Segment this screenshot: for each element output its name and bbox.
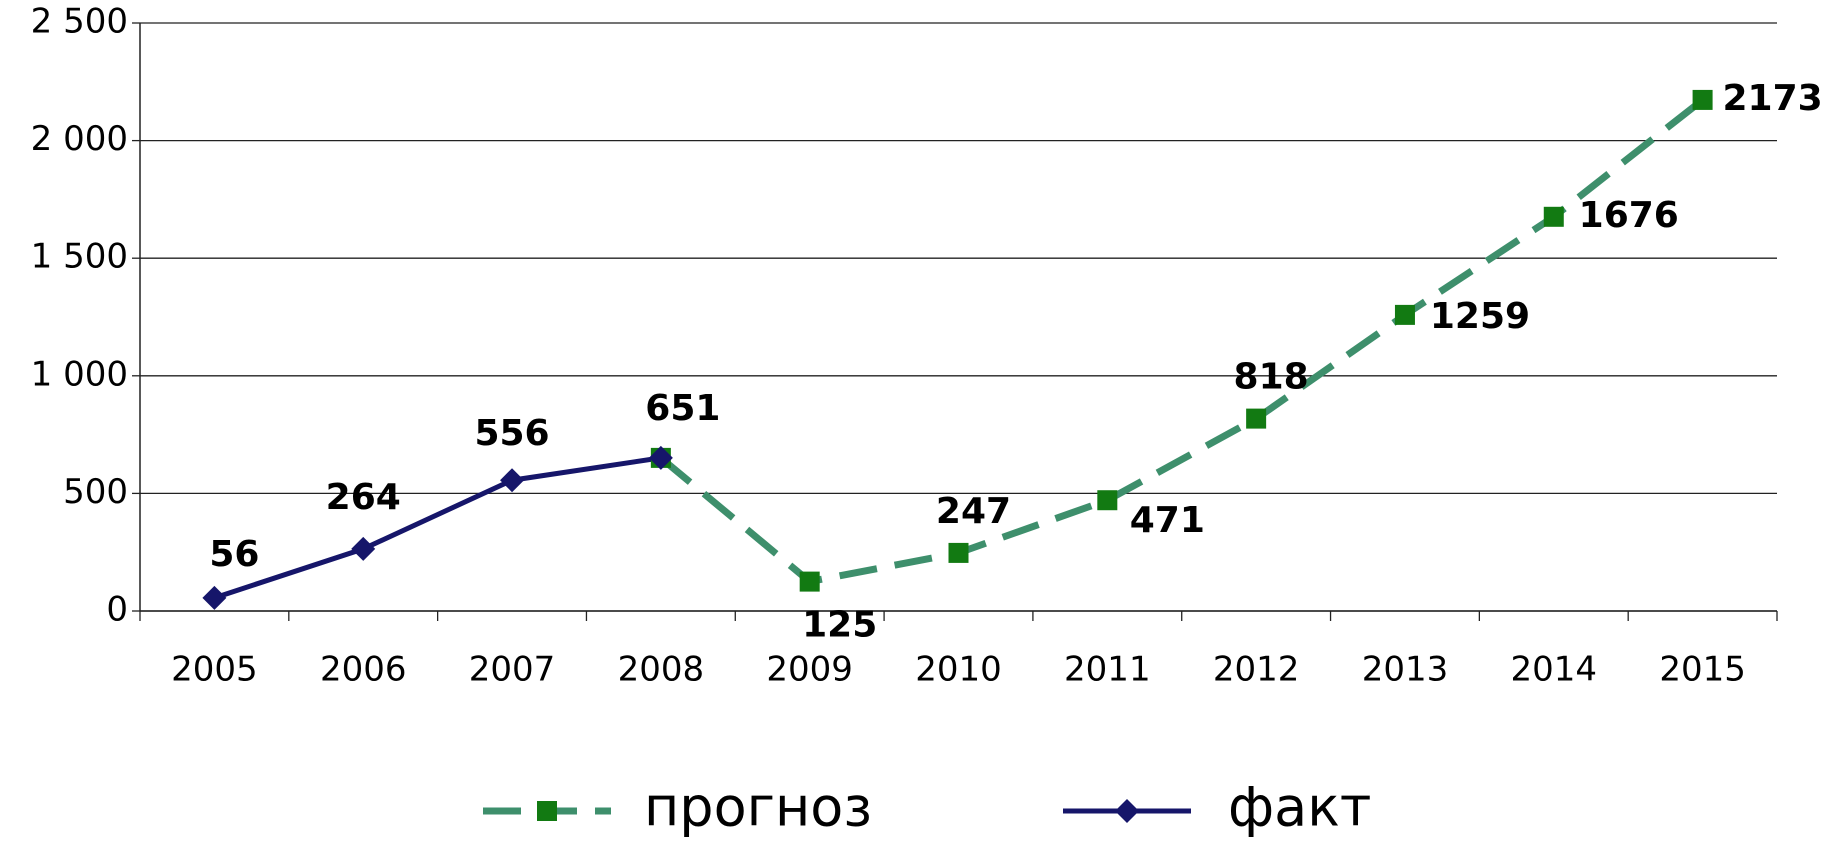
x-tick-label: 2010 (915, 650, 1002, 690)
marker (799, 571, 820, 592)
legend-label: факт (1228, 776, 1371, 839)
legend-marker (1115, 799, 1139, 823)
x-tick-label: 2013 (1362, 650, 1449, 690)
y-tick-label: 1 500 (31, 237, 128, 277)
legend-marker (537, 801, 557, 821)
data-label: 247 (936, 491, 1011, 532)
data-label: 125 (802, 605, 877, 646)
series-line (658, 97, 1705, 586)
x-tick-label: 2007 (469, 650, 556, 690)
marker (500, 468, 525, 493)
data-label: 651 (645, 388, 720, 429)
data-label: 1676 (1579, 195, 1679, 236)
marker (1692, 89, 1713, 110)
x-tick-label: 2011 (1064, 650, 1151, 690)
x-tick-label: 2012 (1213, 650, 1300, 690)
x-tick-label: 2009 (766, 650, 853, 690)
series-line (213, 455, 662, 601)
y-tick-label: 1 000 (31, 354, 128, 394)
marker (351, 536, 376, 561)
marker (1394, 304, 1415, 325)
y-tick-label: 2 000 (31, 119, 128, 159)
data-label: 2173 (1722, 78, 1822, 119)
marker (1543, 206, 1564, 227)
marker (1097, 490, 1118, 511)
x-tick-label: 2015 (1659, 650, 1746, 690)
y-tick-label: 500 (63, 472, 128, 512)
x-tick-label: 2005 (171, 650, 258, 690)
data-label: 1259 (1430, 296, 1530, 337)
y-tick-label: 0 (106, 590, 128, 630)
marker (648, 445, 673, 470)
data-label: 56 (209, 534, 259, 575)
data-label: 556 (474, 413, 549, 454)
x-tick-label: 2006 (320, 650, 407, 690)
marker (202, 585, 227, 610)
x-tick-label: 2014 (1511, 650, 1598, 690)
marker (1246, 408, 1267, 429)
marker (948, 542, 969, 563)
legend-label: прогноз (644, 776, 872, 839)
data-label: 264 (326, 477, 401, 518)
data-label: 471 (1130, 500, 1205, 541)
data-label: 818 (1234, 357, 1309, 398)
x-tick-label: 2008 (618, 650, 705, 690)
y-tick-label: 2 500 (31, 2, 128, 42)
